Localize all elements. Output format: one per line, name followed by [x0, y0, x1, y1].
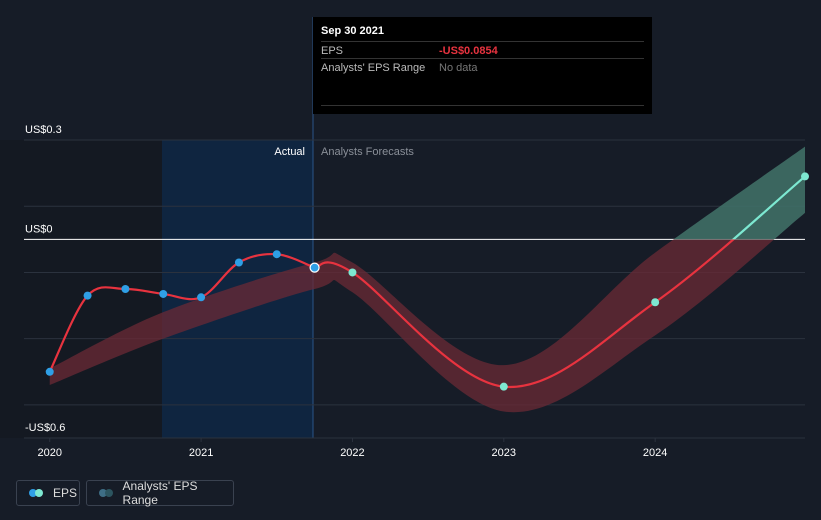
- x-axis: 2020 2021 2022 2023 2024: [37, 438, 667, 459]
- eps-actual-point: [83, 291, 92, 300]
- tooltip-divider: [321, 105, 644, 106]
- tooltip-row-range: Analysts' EPS Range No data: [321, 58, 644, 77]
- y-tick-label: US$0.3: [25, 124, 62, 136]
- y-tick-label: US$0: [25, 223, 53, 235]
- eps-forecast-point: [801, 172, 809, 181]
- eps-forecast-point: [499, 382, 508, 391]
- eps-actual-point: [272, 250, 281, 259]
- tooltip-date: Sep 30 2021: [321, 25, 384, 37]
- eps-actual-point: [159, 289, 168, 298]
- data-points: [45, 172, 809, 391]
- x-tick-label: 2024: [643, 447, 667, 459]
- tooltip-range-value: No data: [439, 62, 478, 74]
- hover-tooltip: Sep 30 2021 EPS -US$0.0854 Analysts' EPS…: [313, 17, 652, 114]
- legend-range-label: Analysts' EPS Range: [122, 479, 198, 507]
- eps-actual-point: [309, 262, 320, 273]
- tooltip-eps-label: EPS: [321, 45, 344, 57]
- eps-legend-icon: [29, 488, 45, 498]
- tooltip-range-label: Analysts' EPS Range: [321, 62, 426, 74]
- x-tick-label: 2021: [189, 447, 213, 459]
- y-axis: US$0.3 US$0 -US$0.6: [25, 124, 65, 434]
- actual-label: Actual: [274, 146, 305, 158]
- tooltip-eps-value: -US$0.0854: [439, 45, 498, 57]
- legend-range[interactable]: Analysts' EPS Range: [86, 479, 234, 507]
- legend-eps-label: EPS: [53, 486, 78, 500]
- eps-forecast-point: [651, 298, 660, 307]
- y-tick-label: -US$0.6: [25, 422, 65, 434]
- eps-actual-point: [234, 258, 243, 267]
- legend-eps[interactable]: EPS: [16, 480, 80, 506]
- x-tick-label: 2023: [492, 447, 516, 459]
- x-tick-label: 2022: [340, 447, 364, 459]
- range-band-positive: [673, 146, 805, 240]
- eps-actual-point: [197, 293, 206, 302]
- eps-actual-point: [121, 285, 130, 293]
- tooltip-row-eps: EPS -US$0.0854: [321, 41, 644, 60]
- x-tick-label: 2020: [37, 447, 61, 459]
- eps-forecast-point: [348, 268, 357, 277]
- range-legend-icon: [99, 488, 115, 498]
- forecast-label: Analysts Forecasts: [321, 146, 414, 158]
- eps-actual-point: [45, 367, 54, 376]
